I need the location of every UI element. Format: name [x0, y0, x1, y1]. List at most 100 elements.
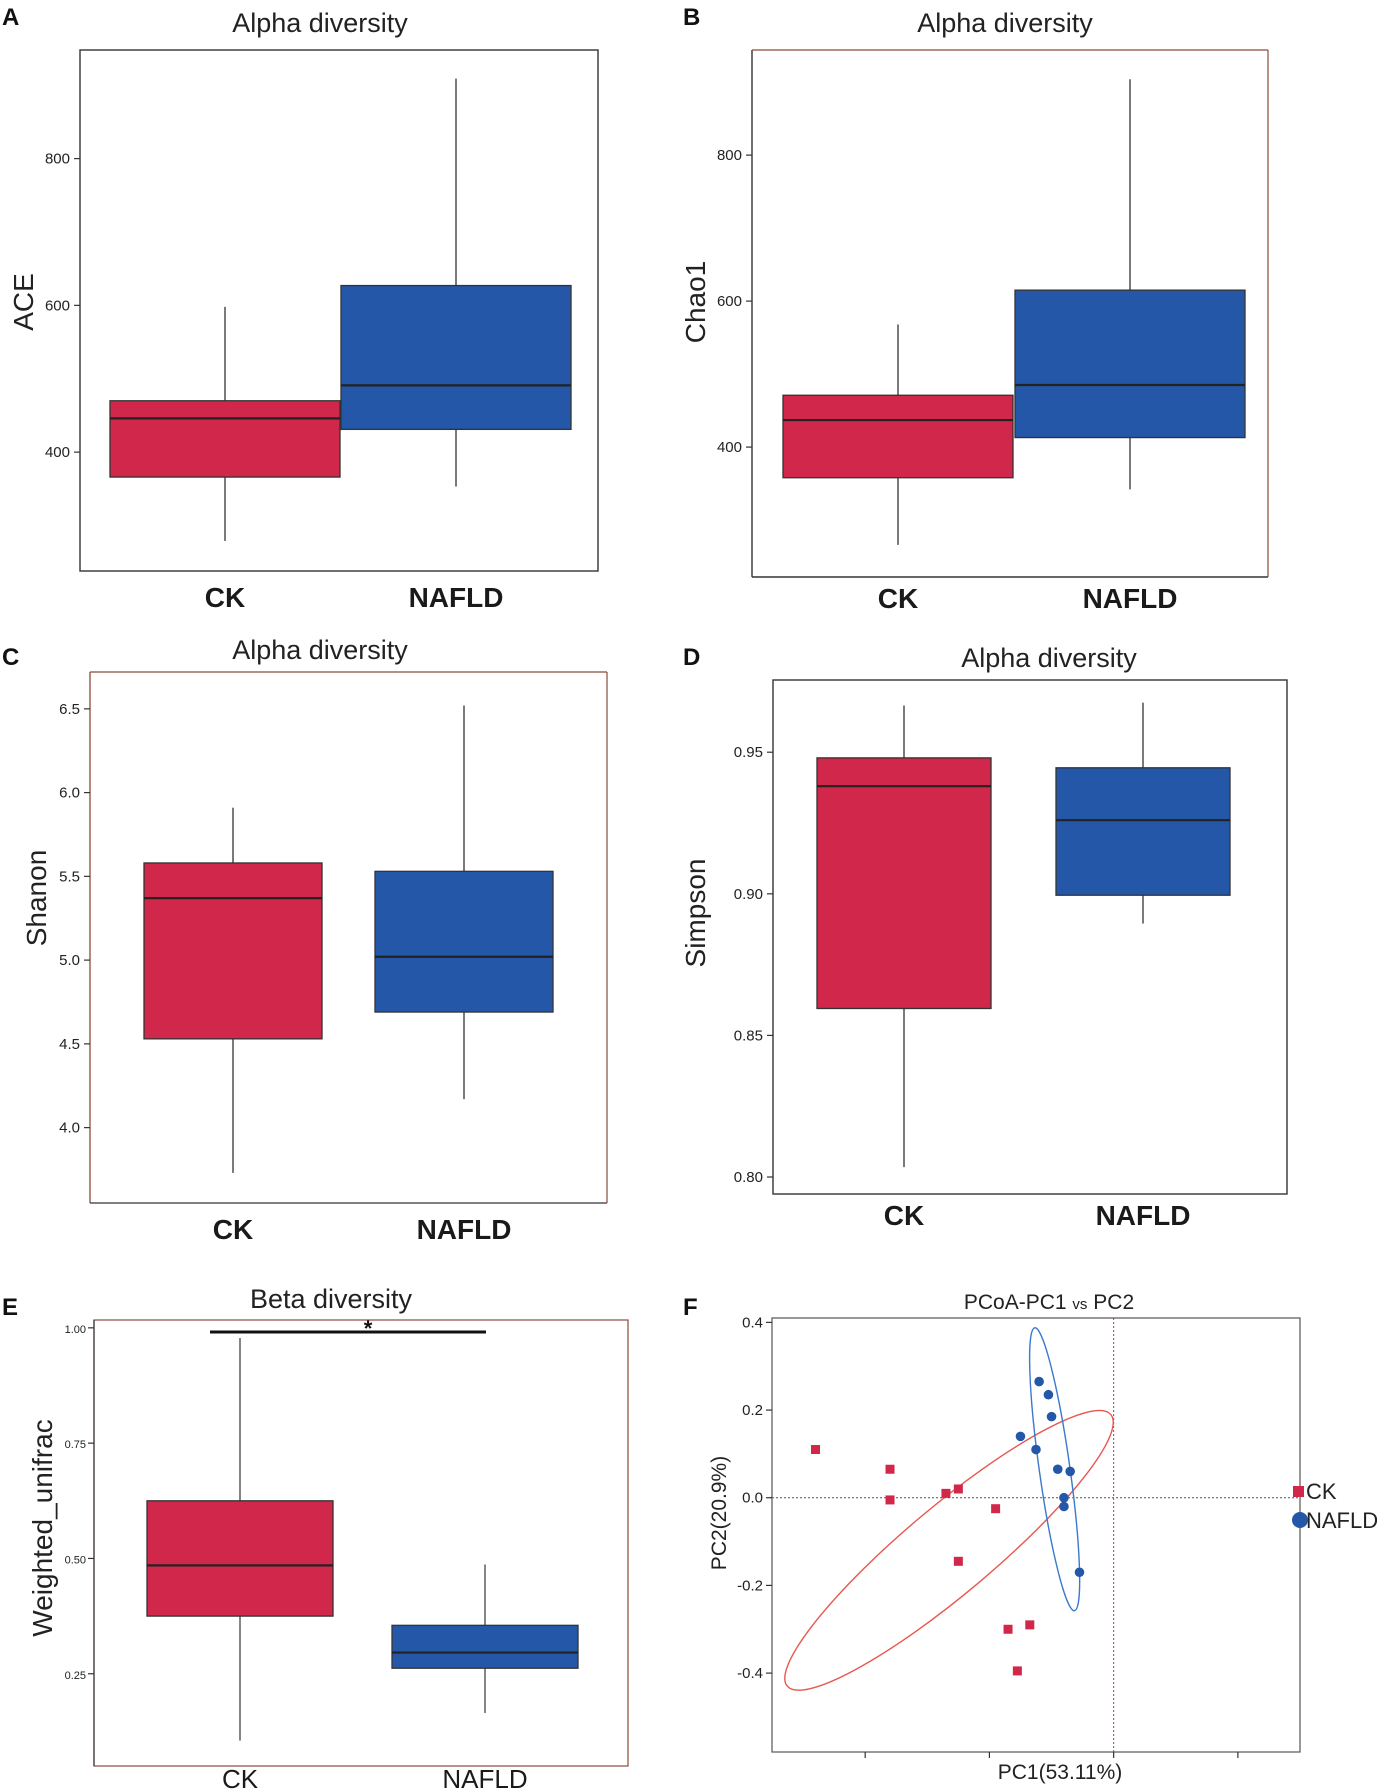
ytick-label: 800 — [45, 151, 70, 168]
panel-f-xticks — [772, 1318, 1300, 1758]
panel-c-title: Alpha diversity — [232, 635, 408, 665]
box-ck — [782, 394, 1014, 479]
panel-c-xtick-nafld: NAFLD — [417, 1214, 512, 1245]
box-nafld — [1055, 767, 1231, 896]
point-ck — [885, 1464, 895, 1474]
panel-d-ylabel: Simpson — [680, 859, 711, 968]
point-ck — [1012, 1666, 1022, 1676]
ytick-label: 0.85 — [734, 1027, 763, 1044]
ytick-label: 800 — [717, 147, 742, 164]
panel-d: D Alpha diversity Simpson 0.800.850.900.… — [680, 643, 1288, 1231]
panel-f-title-suffix: PC2 — [1093, 1291, 1134, 1314]
box-ck — [109, 400, 341, 478]
panel-a-xtick-ck: CK — [205, 582, 245, 613]
box-nafld — [391, 1624, 579, 1669]
ytick-label: 0.25 — [65, 1670, 86, 1682]
ytick-label: 0.95 — [734, 744, 763, 761]
box-nafld — [1014, 289, 1246, 439]
panel-b-yticks: 400 600 800 — [717, 147, 752, 456]
legend: CK NAFLD — [1292, 1479, 1378, 1533]
panel-b-ylabel: Chao1 — [680, 261, 711, 344]
ytick-label: 0.4 — [742, 1314, 763, 1331]
point-ck — [1025, 1620, 1035, 1630]
point-nafld — [1065, 1466, 1075, 1477]
point-nafld — [1031, 1444, 1041, 1455]
box-nafld — [340, 284, 572, 431]
panel-a-ylabel: ACE — [8, 273, 39, 331]
box-ck — [143, 862, 323, 1040]
panel-b-title: Alpha diversity — [917, 8, 1093, 38]
panel-letter-b: B — [683, 4, 700, 31]
panel-f-frame — [771, 1317, 1301, 1753]
panel-e-yticks: 0.25 0.50 0.75 1.00 — [65, 1324, 94, 1682]
point-ck — [1003, 1624, 1013, 1634]
ytick-label: 4.5 — [59, 1036, 80, 1053]
panel-e-xtick-nafld: NAFLD — [442, 1764, 527, 1791]
ytick-label: 600 — [45, 297, 70, 314]
panel-f-yticks: -0.4 -0.2 0.0 0.2 0.4 — [737, 1314, 772, 1682]
legend-ck-marker — [1293, 1486, 1304, 1497]
ytick-label: 5.0 — [59, 952, 80, 969]
ytick-label: 0.90 — [734, 886, 763, 903]
panel-f-title-vs: vs — [1072, 1296, 1087, 1313]
ytick-label: -0.2 — [737, 1577, 763, 1594]
panel-f-xlabel: PC1(53.11%) — [998, 1761, 1123, 1784]
panel-e-title: Beta diversity — [250, 1284, 413, 1314]
panel-e-ylabel: Weighted_unifrac — [27, 1419, 58, 1636]
ytick-label: 0.50 — [65, 1554, 86, 1566]
ytick-label: 4.0 — [59, 1120, 80, 1137]
point-ck — [941, 1488, 951, 1498]
panel-a-boxes — [109, 78, 572, 541]
panel-b: B Alpha diversity Chao1 400 600 800 CK NAF… — [680, 4, 1269, 614]
panel-f-points — [810, 1376, 1085, 1676]
point-ck — [991, 1504, 1001, 1514]
panel-f: F PCoA-PC1 vs PC2 PC2(20.9%) PC1(53.11%)… — [683, 1291, 1378, 1784]
point-nafld — [1046, 1411, 1057, 1422]
ytick-label: 0.0 — [742, 1490, 763, 1507]
panel-c: C Alpha diversity Shanon 4.0 4.5 5.0 5.5 6.0… — [2, 635, 608, 1245]
legend-ck-label: CK — [1306, 1479, 1337, 1504]
panel-d-yticks: 0.80 0.85 0.90 0.95 — [734, 744, 773, 1186]
panel-letter-a: A — [2, 4, 19, 31]
point-nafld — [1043, 1389, 1054, 1400]
panel-a-xtick-nafld: NAFLD — [409, 582, 504, 613]
panel-c-yticks: 4.0 4.5 5.0 5.5 6.0 6.5 — [59, 701, 90, 1137]
panel-d-frame — [772, 679, 1288, 1195]
box-ck — [146, 1500, 334, 1617]
ytick-label: 5.5 — [59, 868, 80, 885]
panel-f-ylabel: PC2(20.9%) — [708, 1456, 731, 1570]
legend-nafld-marker — [1292, 1512, 1308, 1528]
panel-f-title: PCoA-PC1 vs PC2 — [964, 1291, 1134, 1314]
point-nafld — [1052, 1464, 1063, 1475]
panel-c-boxes — [143, 705, 554, 1173]
point-ck — [953, 1556, 963, 1566]
box-ck — [816, 757, 992, 1010]
point-ck — [953, 1484, 963, 1494]
panel-d-xtick-ck: CK — [884, 1200, 924, 1231]
ytick-label: 600 — [717, 293, 742, 310]
ytick-label: 400 — [45, 444, 70, 461]
ytick-label: 6.0 — [59, 785, 80, 802]
panel-e: E Beta diversity Weighted_unifrac * 0.25… — [2, 1284, 629, 1791]
significance-star: * — [364, 1316, 373, 1341]
ytick-label: 0.2 — [742, 1402, 763, 1419]
point-nafld — [1074, 1567, 1085, 1578]
panel-b-xtick-ck: CK — [878, 583, 918, 614]
confidence-ellipse-ck — [784, 1409, 1114, 1691]
ytick-label: -0.4 — [737, 1665, 763, 1682]
panel-f-ellipses — [784, 1327, 1114, 1691]
point-ck — [810, 1445, 820, 1455]
point-ck — [885, 1495, 895, 1505]
ytick-label: 6.5 — [59, 701, 80, 718]
panel-letter-d: D — [683, 644, 700, 671]
panel-c-xtick-ck: CK — [213, 1214, 253, 1245]
panel-letter-c: C — [2, 644, 19, 671]
panel-letter-f: F — [683, 1294, 698, 1321]
panel-letter-e: E — [2, 1294, 18, 1321]
panel-f-title-prefix: PCoA-PC1 — [964, 1291, 1067, 1314]
ytick-label: 400 — [717, 439, 742, 456]
panel-a-title: Alpha diversity — [232, 8, 408, 38]
panel-d-title: Alpha diversity — [961, 643, 1137, 673]
panel-a-yticks: 400 600 800 — [45, 151, 80, 461]
